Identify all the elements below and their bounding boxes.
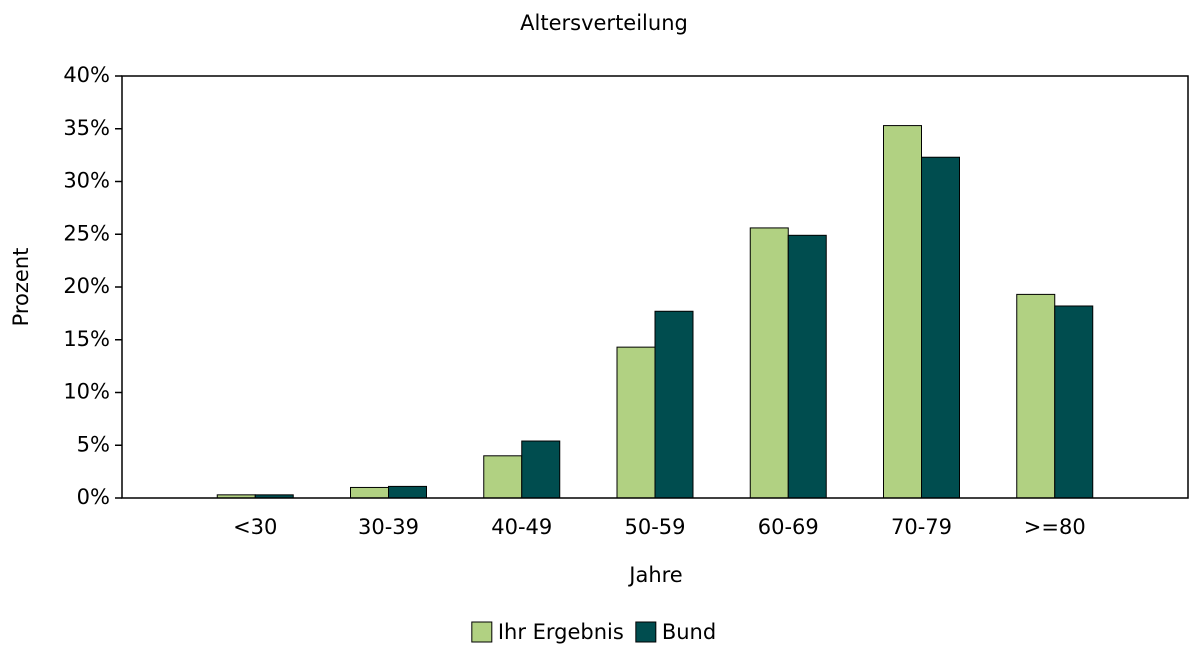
x-tick-label: >=80	[1024, 515, 1086, 539]
bar	[521, 440, 561, 499]
plot-frame	[121, 75, 1189, 499]
chart-title: Altersverteilung	[520, 11, 688, 35]
x-axis-label: Jahre	[627, 563, 682, 587]
x-tick-label: 60-69	[758, 515, 819, 539]
y-tick-label: 35%	[63, 116, 110, 140]
y-tick-label: 25%	[63, 221, 110, 245]
bar	[1054, 305, 1094, 499]
y-tick-label: 5%	[77, 432, 110, 456]
bar	[749, 227, 789, 499]
bar	[654, 310, 694, 499]
bar	[921, 156, 960, 499]
bar	[1016, 293, 1056, 499]
legend-swatch	[635, 621, 657, 643]
x-tick-label: 70-79	[891, 515, 952, 539]
y-tick-label: 40%	[63, 63, 110, 87]
x-tick-label: <30	[233, 515, 277, 539]
y-axis-label: Prozent	[9, 248, 33, 327]
bar	[483, 455, 523, 499]
bar	[350, 486, 389, 499]
bar	[787, 234, 827, 499]
legend-label: Ihr Ergebnis	[498, 620, 624, 644]
y-tick-label: 15%	[63, 327, 110, 351]
legend-label: Bund	[662, 620, 716, 644]
x-tick-label: 50-59	[624, 515, 685, 539]
legend: Ihr Ergebnis Bund	[471, 620, 716, 644]
x-tick-label: 30-39	[358, 515, 419, 539]
legend-swatch	[471, 621, 493, 643]
x-tick-label: 40-49	[491, 515, 552, 539]
y-tick-label: 10%	[63, 380, 110, 404]
bar	[388, 485, 427, 499]
bar	[883, 125, 922, 499]
bar	[616, 346, 656, 499]
y-tick-label: 30%	[63, 169, 110, 193]
y-tick-label: 0%	[77, 485, 110, 509]
y-tick-label: 20%	[63, 274, 110, 298]
